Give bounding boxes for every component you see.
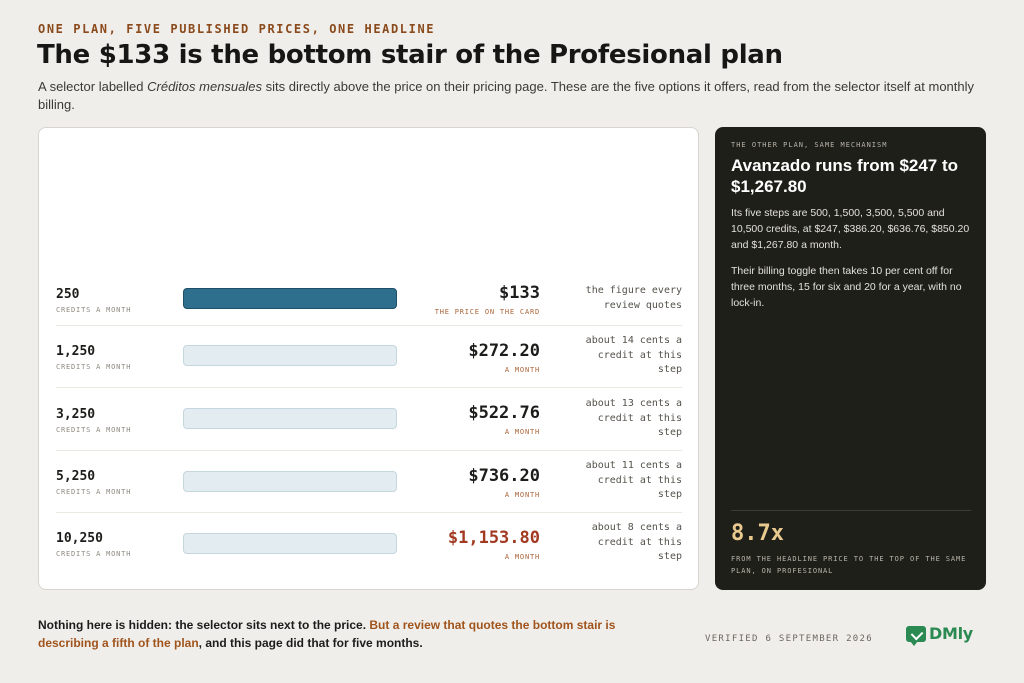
price-step-row[interactable]: 250 CREDITS A MONTH $133 THE PRICE ON TH… <box>56 280 682 326</box>
credits-value: 1,250 <box>56 344 96 359</box>
credits-cell: 5,250 CREDITS A MONTH <box>56 469 131 496</box>
credits-unit: CREDITS A MONTH <box>56 363 132 371</box>
price-caption: A MONTH <box>504 428 540 436</box>
panel-paragraph-steps: Its five steps are 500, 1,500, 3,500, 5,… <box>731 207 970 251</box>
footer-summary: Nothing here is hidden: the selector sit… <box>38 616 668 652</box>
price-caption: A MONTH <box>504 491 540 499</box>
credits-value: 5,250 <box>56 469 96 484</box>
footer-text-2: , and this page did that for five months… <box>198 636 423 650</box>
price-cell: $272.20 A MONTH <box>468 341 540 374</box>
panel-divider <box>731 510 971 511</box>
price-step-row[interactable]: 5,250 CREDITS A MONTH $736.20 A MONTH ab… <box>56 451 682 513</box>
price-caption: A MONTH <box>504 553 540 561</box>
credits-cell: 250 CREDITS A MONTH <box>56 287 131 314</box>
credits-unit: CREDITS A MONTH <box>56 488 132 496</box>
credit-selector-bar[interactable] <box>183 471 397 492</box>
credits-cell: 3,250 CREDITS A MONTH <box>56 407 131 434</box>
brand-logo[interactable]: DMly <box>906 624 973 646</box>
avanzado-side-panel: THE OTHER PLAN, SAME MECHANISM Avanzado … <box>715 127 986 590</box>
footer-highlight: But a review that quotes the bottom stai… <box>38 618 616 650</box>
price-cell: $736.20 A MONTH <box>468 466 540 499</box>
credits-unit: CREDITS A MONTH <box>56 550 132 558</box>
panel-title: Avanzado runs from $247 to $1,267.80 <box>731 156 959 196</box>
logo-text: DMly <box>929 624 973 643</box>
price-cell: $1,153.80 A MONTH <box>448 528 540 561</box>
credit-selector-bar[interactable] <box>183 288 397 309</box>
price-note: about 11 cents a credit at this step <box>585 460 682 500</box>
panel-stat-caption: FROM THE HEADLINE PRICE TO THE TOP OF TH… <box>731 555 967 575</box>
credits-cell: 10,250 CREDITS A MONTH <box>56 531 131 558</box>
price-cell: $133 THE PRICE ON THE CARD <box>435 283 540 316</box>
price-value: $736.20 <box>468 466 540 486</box>
panel-kicker: THE OTHER PLAN, SAME MECHANISM <box>731 141 888 149</box>
price-cell: $522.76 A MONTH <box>468 403 540 436</box>
price-steps-card: 250 CREDITS A MONTH $133 THE PRICE ON TH… <box>38 127 699 590</box>
credits-unit: CREDITS A MONTH <box>56 306 132 314</box>
price-step-row[interactable]: 10,250 CREDITS A MONTH $1,153.80 A MONTH… <box>56 513 682 575</box>
credits-value: 10,250 <box>56 531 103 546</box>
price-value: $1,153.80 <box>447 528 540 548</box>
credit-selector-bar[interactable] <box>183 345 397 366</box>
lede-emphasis: Créditos mensuales <box>147 79 263 94</box>
footer-text-1: Nothing here is hidden: the selector sit… <box>38 618 370 632</box>
price-caption: A MONTH <box>504 366 540 374</box>
price-note: about 13 cents a credit at this step <box>585 398 682 438</box>
lede-text-2: sits directly above the price on their p… <box>38 79 975 112</box>
price-note: about 14 cents a credit at this step <box>585 335 682 375</box>
credits-unit: CREDITS A MONTH <box>56 426 132 434</box>
price-step-row[interactable]: 3,250 CREDITS A MONTH $522.76 A MONTH ab… <box>56 388 682 451</box>
page-title: The $133 is the bottom stair of the Prof… <box>37 40 783 70</box>
price-step-row[interactable]: 1,250 CREDITS A MONTH $272.20 A MONTH ab… <box>56 326 682 388</box>
panel-stat: 8.7x <box>731 521 784 546</box>
lede: A selector labelled Créditos mensuales s… <box>38 78 988 114</box>
credits-cell: 1,250 CREDITS A MONTH <box>56 344 131 371</box>
credits-value: 250 <box>56 287 80 302</box>
kicker: ONE PLAN, FIVE PUBLISHED PRICES, ONE HEA… <box>38 22 436 36</box>
credit-selector-bar[interactable] <box>183 533 397 554</box>
lede-text-1: A selector labelled <box>38 79 148 94</box>
price-note: the figure every review quotes <box>585 285 682 311</box>
panel-paragraph-billing: Their billing toggle then takes 10 per c… <box>731 265 962 309</box>
credit-selector-bar[interactable] <box>183 408 397 429</box>
price-value: $522.76 <box>468 403 540 423</box>
price-caption: THE PRICE ON THE CARD <box>434 308 540 316</box>
credits-value: 3,250 <box>56 407 96 422</box>
price-value: $272.20 <box>468 341 540 361</box>
price-note: about 8 cents a credit at this step <box>591 522 682 562</box>
speech-bubble-check-icon <box>906 625 926 646</box>
verified-date: VERIFIED 6 SEPTEMBER 2026 <box>705 634 873 644</box>
price-value: $133 <box>499 283 540 303</box>
